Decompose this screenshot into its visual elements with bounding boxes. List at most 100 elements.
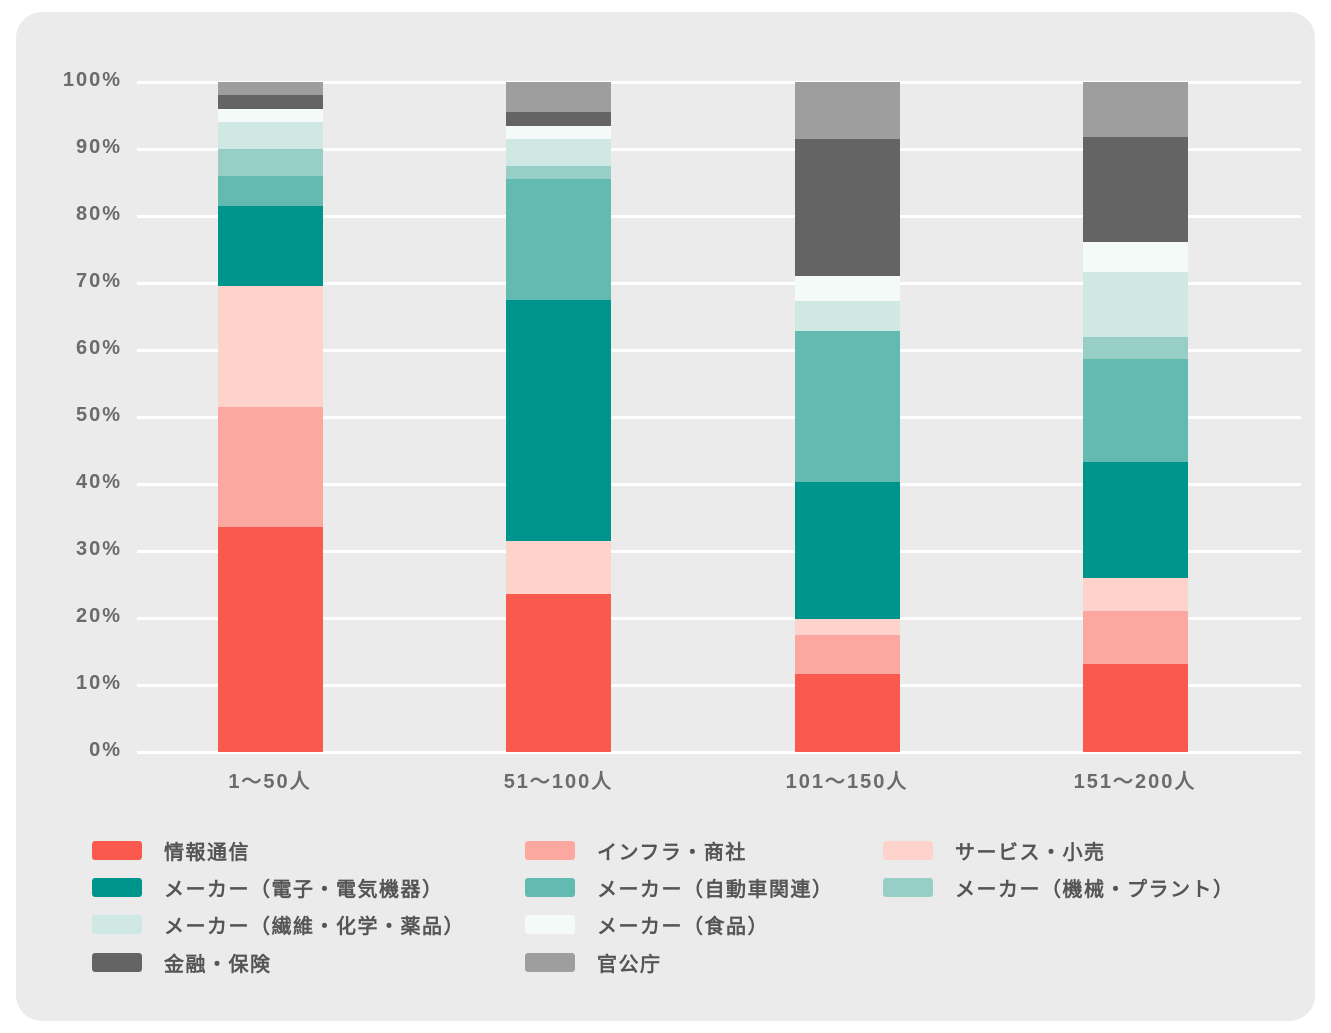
legend-item: 官公庁 xyxy=(525,952,662,976)
bar-segment xyxy=(794,82,900,139)
x-axis-label: 1～50人 xyxy=(228,771,312,793)
bar-segment xyxy=(217,175,323,206)
legend-label: インフラ・商社 xyxy=(597,841,747,864)
bar-segment xyxy=(1082,82,1188,137)
legend-label: メーカー（機械・プラント） xyxy=(955,878,1235,901)
bar-segment xyxy=(217,82,323,96)
bar-segment xyxy=(1082,578,1188,611)
legend-item: メーカー（電子・電気機器） xyxy=(92,877,444,901)
gridline xyxy=(137,80,1301,84)
bar-segment xyxy=(794,301,900,332)
bar-segment xyxy=(794,276,900,302)
legend-swatch xyxy=(92,915,142,935)
legend-item: メーカー（繊維・化学・薬品） xyxy=(92,915,465,938)
bar-segment xyxy=(794,673,900,752)
legend-item: インフラ・商社 xyxy=(525,840,747,864)
bar-segment xyxy=(794,634,900,674)
bar-segment xyxy=(1082,663,1188,752)
bar-segment xyxy=(506,125,611,139)
chart-card: 0% 10% 20% 30% 40% 50% 60% 70% 80% 90% 100% 1～50人 5… xyxy=(16,12,1315,1021)
bar-segment xyxy=(1082,337,1188,359)
y-axis-label: 10% xyxy=(75,672,122,694)
bar-segment xyxy=(506,594,611,752)
legend-label: メーカー（繊維・化学・薬品） xyxy=(164,916,465,939)
bar-segment xyxy=(506,179,611,300)
bar-segment xyxy=(1082,242,1188,273)
legend-label: 金融・保険 xyxy=(164,953,272,976)
gridline xyxy=(137,683,1301,687)
bar-segment xyxy=(1082,358,1188,462)
stacked-bar xyxy=(1082,82,1188,752)
bar-segment xyxy=(217,122,323,149)
y-axis-label: 80% xyxy=(75,203,122,225)
legend-swatch xyxy=(525,840,575,860)
legend-item: メーカー（機械・プラント） xyxy=(883,877,1235,901)
bar-segment xyxy=(217,95,323,109)
bar-segment xyxy=(506,540,611,595)
legend-item: メーカー（食品） xyxy=(525,915,769,938)
gridline xyxy=(137,214,1301,218)
y-axis-label: 0% xyxy=(89,739,122,761)
y-axis-label: 100% xyxy=(62,69,122,91)
y-axis-label: 70% xyxy=(75,270,122,292)
legend-label: メーカー（自動車関連） xyxy=(597,878,834,901)
legend-swatch xyxy=(92,952,142,972)
x-axis-label: 151～200人 xyxy=(1073,771,1197,793)
legend-item: 金融・保険 xyxy=(92,952,272,976)
legend-label: メーカー（食品） xyxy=(597,916,769,939)
y-axis-label: 50% xyxy=(75,404,122,426)
gridline xyxy=(137,348,1301,352)
bar-segment xyxy=(217,406,323,528)
legend-swatch xyxy=(883,877,933,897)
gridline xyxy=(137,750,1301,754)
legend-swatch xyxy=(525,952,575,972)
bar-segment xyxy=(506,165,611,180)
legend-swatch xyxy=(92,877,142,897)
y-axis-label: 60% xyxy=(75,337,122,359)
bar-segment xyxy=(794,619,900,635)
gridline xyxy=(137,147,1301,151)
legend-label: メーカー（電子・電気機器） xyxy=(164,878,444,901)
gridline xyxy=(137,616,1301,620)
legend-swatch xyxy=(525,877,575,897)
bar-segment xyxy=(506,299,611,541)
legend-label: 官公庁 xyxy=(597,953,662,976)
legend-item: サービス・小売 xyxy=(883,840,1106,864)
bar-segment xyxy=(794,481,900,620)
bar-segment xyxy=(1082,610,1188,664)
x-axis-label: 51～100人 xyxy=(503,771,614,793)
bar-segment xyxy=(1082,461,1188,579)
legend-swatch xyxy=(883,840,933,860)
legend-swatch xyxy=(525,915,575,935)
bar-segment xyxy=(506,112,611,126)
legend-item: メーカー（自動車関連） xyxy=(525,877,834,901)
gridline xyxy=(137,549,1301,553)
bar-segment xyxy=(217,148,323,176)
legend-label: サービス・小売 xyxy=(955,841,1106,864)
gridline xyxy=(137,482,1301,486)
bar-segment xyxy=(217,108,323,123)
bar-segment xyxy=(1082,136,1188,243)
gridline xyxy=(137,281,1301,285)
y-axis-label: 30% xyxy=(75,538,122,560)
stacked-bar xyxy=(794,82,900,752)
bar-segment xyxy=(794,138,900,277)
stacked-bar xyxy=(217,82,323,752)
bar-segment xyxy=(506,82,611,113)
legend-label: 情報通信 xyxy=(164,841,250,864)
bar-segment xyxy=(217,205,323,287)
stacked-bar xyxy=(506,82,611,752)
gridline xyxy=(137,415,1301,419)
y-axis-label: 90% xyxy=(75,136,122,158)
bar-segment xyxy=(506,138,611,166)
y-axis-label: 40% xyxy=(75,471,122,493)
bar-segment xyxy=(794,331,900,482)
bar-segment xyxy=(217,527,323,752)
bar-segment xyxy=(217,286,323,407)
bar-segment xyxy=(1082,272,1188,338)
y-axis-label: 20% xyxy=(75,605,122,627)
legend-swatch xyxy=(92,840,142,860)
x-axis-label: 101～150人 xyxy=(785,771,909,793)
legend-item: 情報通信 xyxy=(92,840,250,864)
